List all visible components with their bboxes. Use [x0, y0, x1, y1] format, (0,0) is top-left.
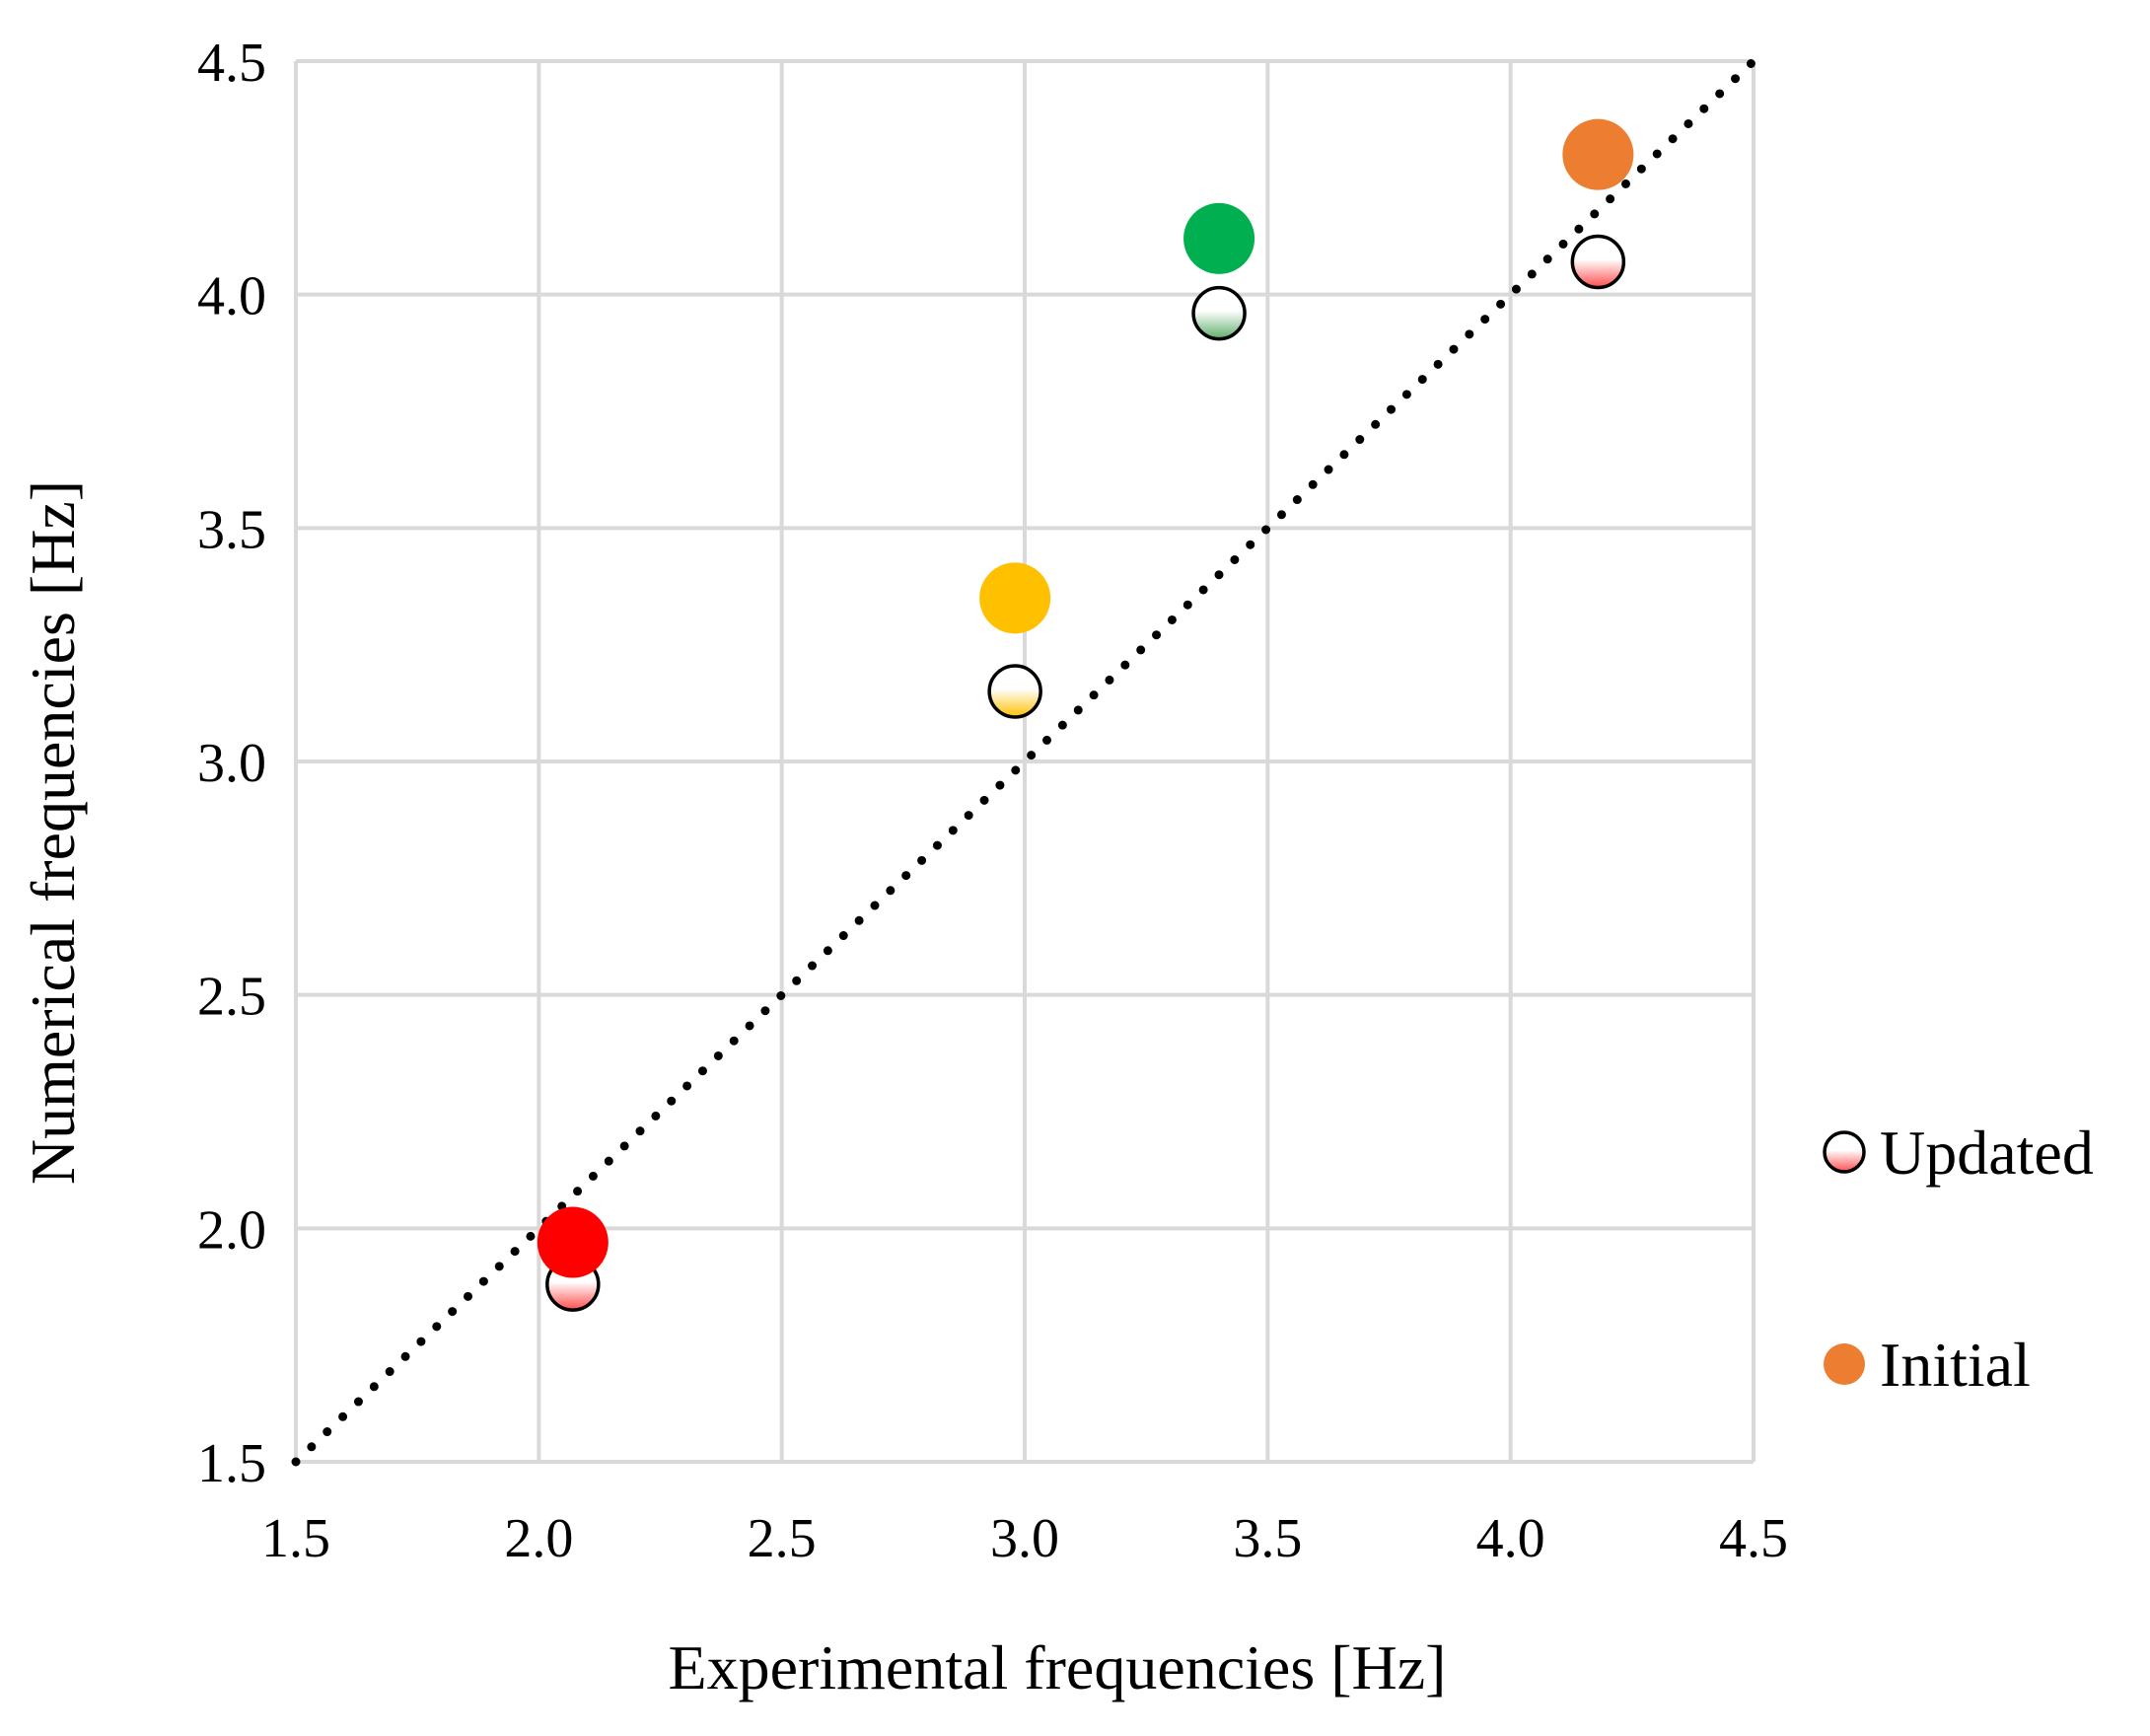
y-tick-label: 1.5 — [197, 1433, 266, 1494]
legend-marker-updated — [1823, 1130, 1866, 1174]
x-tick-label: 4.0 — [1476, 1508, 1545, 1569]
y-tick-label: 4.0 — [197, 266, 266, 327]
x-tick-label: 2.5 — [748, 1508, 817, 1569]
x-tick-label: 2.0 — [504, 1508, 573, 1569]
legend-marker-initial — [1824, 1343, 1865, 1385]
series-updated — [545, 234, 1626, 1312]
x-tick-labels: 1.5 2.0 2.5 3.0 3.5 4.0 4.5 — [261, 1508, 1788, 1569]
y-tick-labels: 1.5 2.0 2.5 3.0 3.5 4.0 4.5 — [197, 33, 266, 1494]
y-axis-label: Numerical frequencies [Hz] — [18, 480, 88, 1185]
updated-point — [1191, 285, 1247, 341]
y-tick-label: 4.5 — [197, 33, 266, 94]
data-points — [537, 118, 1634, 1312]
x-tick-label: 1.5 — [261, 1508, 330, 1569]
initial-point — [979, 562, 1051, 634]
y-tick-label: 2.5 — [197, 967, 266, 1028]
updated-point — [987, 664, 1042, 719]
updated-point — [1570, 234, 1626, 290]
y-tick-label: 2.0 — [197, 1199, 266, 1261]
series-initial — [537, 118, 1634, 1278]
legend-label-initial: Initial — [1880, 1330, 2031, 1400]
initial-point — [1562, 118, 1634, 190]
initial-point — [1183, 202, 1255, 274]
x-tick-label: 3.5 — [1233, 1508, 1302, 1569]
legend-label-updated: Updated — [1880, 1118, 2094, 1188]
initial-point — [537, 1206, 609, 1278]
grid-lines — [294, 59, 1756, 1464]
x-axis-label: Experimental frequencies [Hz] — [669, 1632, 1447, 1702]
x-tick-label: 3.0 — [990, 1508, 1059, 1569]
y-tick-label: 3.5 — [197, 499, 266, 560]
y-tick-label: 3.0 — [197, 733, 266, 794]
x-tick-label: 4.5 — [1719, 1508, 1788, 1569]
legend: Updated Initial — [1823, 1118, 2094, 1400]
